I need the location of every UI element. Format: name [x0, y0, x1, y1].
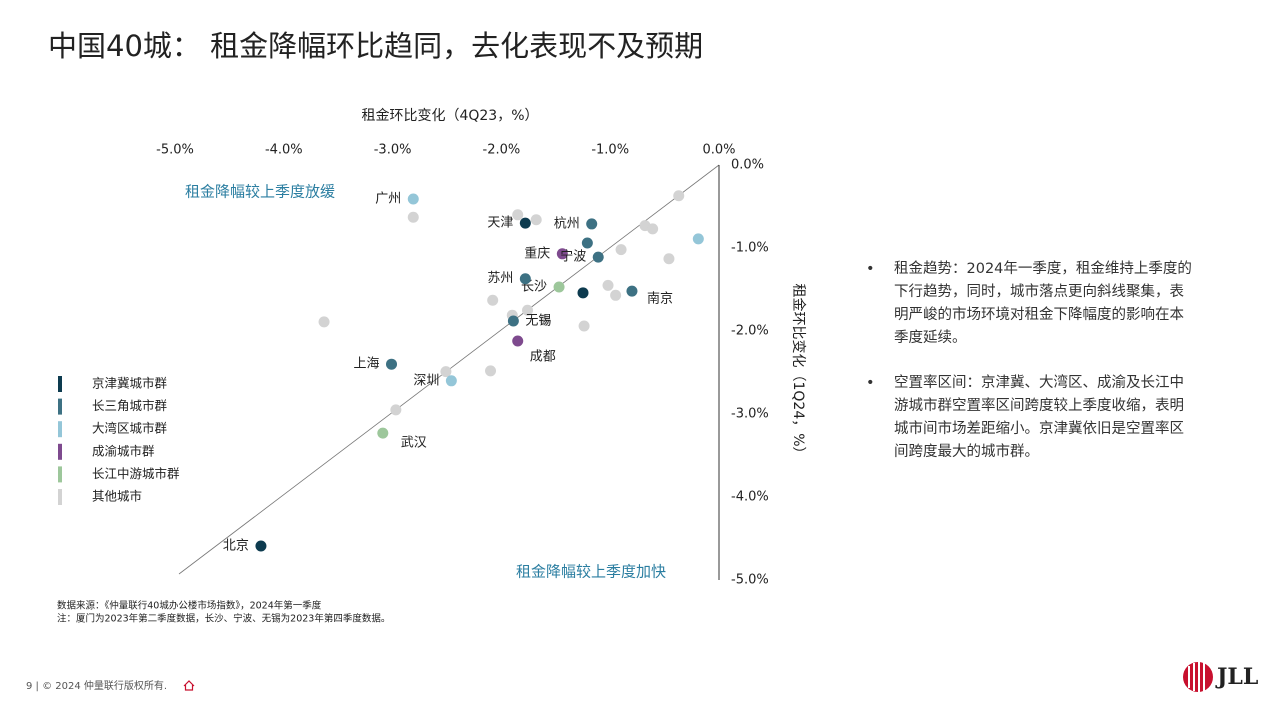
y-tick-label: -2.0% [731, 324, 769, 339]
data-point [539, 314, 551, 326]
data-point [692, 233, 704, 245]
point-label: 南京 [647, 291, 673, 307]
point-label: 成都 [530, 349, 556, 364]
data-point [407, 211, 419, 223]
data-point [512, 335, 524, 347]
point-label: 天津 [487, 216, 513, 231]
data-point [626, 285, 638, 297]
legend-label: 其他城市 [92, 489, 142, 504]
data-point [318, 316, 330, 328]
data-point [485, 365, 497, 377]
legend-swatch [58, 421, 62, 438]
data-point [592, 251, 604, 263]
y-axis-title: 租金环比变化（1Q24，%） [790, 283, 806, 460]
point-label: 重庆 [524, 245, 550, 261]
legend-swatch [58, 376, 62, 392]
data-point [377, 427, 389, 439]
point-label: 苏州 [487, 270, 513, 286]
data-point [519, 273, 531, 285]
data-point [440, 366, 452, 378]
legend-label: 成渝城市群 [92, 443, 155, 458]
data-point [615, 244, 627, 256]
data-point [507, 315, 519, 327]
data-point [663, 253, 675, 265]
x-tick-label: -2.0% [483, 143, 521, 158]
logo-text: JLL [1215, 664, 1258, 690]
bullet-list: 租金趋势：2024年一季度，租金维持上季度的下行趋势，同时，城市落点更向斜线聚集… [866, 258, 1196, 486]
data-point [390, 404, 402, 416]
point-label: 广州 [375, 192, 401, 207]
y-tick-label: -3.0% [731, 407, 769, 422]
y-tick-label: -4.0% [731, 490, 769, 505]
data-point [553, 281, 565, 293]
legend-label: 京津冀城市群 [92, 376, 168, 391]
point-label: 深圳 [413, 373, 439, 388]
data-point [581, 237, 593, 249]
y-tick-label: -5.0% [731, 573, 769, 588]
data-point [673, 190, 685, 202]
bullet: 空置率区间：京津冀、大湾区、成渝及长江中游城市群空置率区间跨度较上季度收缩，表明… [866, 372, 1196, 464]
data-point [556, 248, 568, 260]
point-label: 杭州 [554, 216, 580, 231]
bullet: 租金趋势：2024年一季度，租金维持上季度的下行趋势，同时，城市落点更向斜线聚集… [866, 258, 1196, 350]
data-point [445, 375, 457, 387]
data-point [512, 209, 524, 221]
x-tick-label: -1.0% [591, 143, 629, 158]
legend-swatch [58, 466, 62, 483]
y-tick-label: 0.0% [731, 158, 764, 173]
x-tick-label: 0.0% [702, 143, 735, 158]
data-point [577, 287, 589, 299]
point-label: 北京 [223, 538, 249, 553]
point-label: 武汉 [401, 436, 427, 451]
x-tick-label: -3.0% [374, 143, 412, 158]
data-point [610, 289, 622, 301]
x-axis-title: 租金环比变化（4Q23，%） [361, 108, 538, 124]
data-point [407, 193, 419, 205]
legend-swatch [58, 398, 62, 415]
footer: 9 | © 2024 仲量联行版权所有. [26, 679, 167, 692]
data-point [255, 540, 267, 552]
legend-label: 长三角城市群 [92, 398, 168, 413]
legend-swatch [58, 489, 62, 505]
data-point [647, 223, 659, 235]
home-icon[interactable] [183, 680, 195, 691]
source-note: 数据来源：《仲量联行40城办公楼市场指数》，2024年第一季度 [57, 600, 322, 612]
annotation: 租金降幅较上季度放缓 [185, 183, 335, 201]
data-point [386, 358, 398, 370]
data-point [578, 320, 590, 332]
data-point [519, 217, 531, 229]
logo: JLL [1183, 662, 1258, 692]
slide-title: 中国40城： 租金降幅环比趋同，去化表现不及预期 [48, 29, 703, 63]
point-label: 上海 [353, 357, 379, 372]
x-tick-label: -5.0% [156, 143, 194, 158]
legend-label: 大湾区城市群 [92, 421, 168, 436]
data-point [530, 214, 542, 226]
annotation: 租金降幅较上季度加快 [516, 563, 666, 581]
data-point [602, 279, 614, 291]
data-point [522, 304, 534, 316]
data-point [487, 294, 499, 306]
point-label: 宁波 [560, 249, 586, 265]
point-label: 无锡 [525, 314, 551, 329]
footnote: 注：厦门为2023年第二季度数据，长沙、宁波、无锡为2023年第四季度数据。 [57, 613, 390, 625]
x-tick-label: -4.0% [265, 143, 303, 158]
y-tick-label: -1.0% [731, 241, 769, 256]
legend-swatch [58, 443, 62, 460]
data-point [586, 218, 598, 230]
legend-label: 长江中游城市群 [92, 466, 180, 481]
